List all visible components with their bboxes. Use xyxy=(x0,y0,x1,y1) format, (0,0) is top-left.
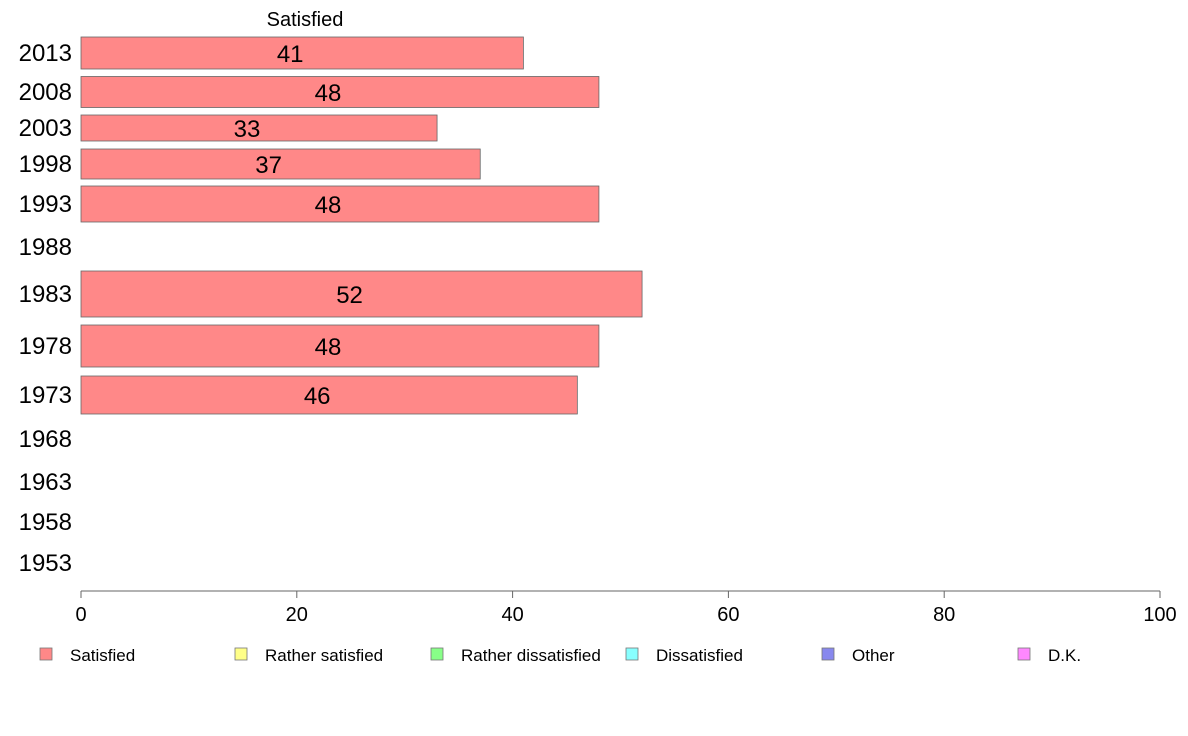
bar xyxy=(80,36,524,70)
x-tick-label: 40 xyxy=(501,604,523,626)
legend-label: Satisfied xyxy=(70,646,135,665)
category-label: 1993 xyxy=(19,191,72,218)
legend-swatch xyxy=(625,647,639,661)
data-label: 37 xyxy=(255,152,282,179)
category-label: 1983 xyxy=(19,281,72,308)
legend-swatch xyxy=(821,647,835,661)
data-label: 48 xyxy=(315,334,342,361)
legend-swatch xyxy=(1017,647,1031,661)
bar xyxy=(80,114,438,142)
category-label: 1963 xyxy=(19,469,72,496)
x-tick-label: 80 xyxy=(933,604,955,626)
legend-label: D.K. xyxy=(1048,646,1081,665)
legend: Satisfied Rather satisfied Rather dissatis… xyxy=(39,646,1081,665)
legend-swatch xyxy=(39,647,53,661)
series-title: Satisfied xyxy=(267,9,344,31)
bar xyxy=(80,185,600,223)
legend-label: Rather satisfied xyxy=(265,646,383,665)
category-labels: 2013 2008 2003 1998 1993 1988 1983 1978 1973 1968… xyxy=(19,40,72,577)
legend-swatch xyxy=(430,647,444,661)
bar xyxy=(80,148,481,180)
category-label: 1998 xyxy=(19,151,72,178)
x-tick-label: 20 xyxy=(286,604,308,626)
x-tick-label: 60 xyxy=(717,604,739,626)
bar xyxy=(80,270,643,318)
x-tick-label: 0 xyxy=(75,604,86,626)
bar xyxy=(80,375,578,415)
bar xyxy=(80,324,600,368)
legend-swatch xyxy=(234,647,248,661)
x-axis: 0 20 40 60 80 100 xyxy=(75,590,1177,626)
category-label: 2003 xyxy=(19,115,72,142)
bar xyxy=(80,76,600,108)
category-label: 1973 xyxy=(19,382,72,409)
legend-label: Dissatisfied xyxy=(656,646,743,665)
data-label: 33 xyxy=(234,116,261,143)
category-label: 1988 xyxy=(19,234,72,261)
data-label: 46 xyxy=(304,383,331,410)
category-label: 1978 xyxy=(19,333,72,360)
x-tick-label: 100 xyxy=(1143,604,1176,626)
legend-label: Rather dissatisfied xyxy=(461,646,601,665)
category-label: 1953 xyxy=(19,550,72,577)
data-label: 48 xyxy=(315,192,342,219)
data-label: 41 xyxy=(277,41,304,68)
data-label: 52 xyxy=(336,282,363,309)
category-label: 1958 xyxy=(19,509,72,536)
bars-group: 41 48 33 37 48 52 48 46 xyxy=(80,36,643,415)
category-label: 2013 xyxy=(19,40,72,67)
legend-label: Other xyxy=(852,646,895,665)
data-label: 48 xyxy=(315,80,342,107)
category-label: 2008 xyxy=(19,79,72,106)
category-label: 1968 xyxy=(19,426,72,453)
